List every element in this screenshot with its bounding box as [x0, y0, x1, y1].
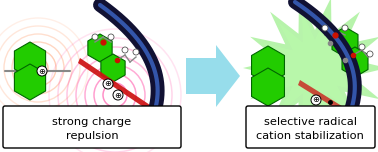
Circle shape: [113, 90, 123, 100]
Polygon shape: [78, 58, 150, 110]
Polygon shape: [186, 45, 240, 107]
Polygon shape: [243, 0, 378, 138]
Text: ⊕: ⊕: [313, 95, 319, 105]
Circle shape: [103, 79, 113, 89]
Circle shape: [108, 34, 114, 40]
Circle shape: [122, 47, 128, 53]
Polygon shape: [332, 27, 358, 57]
Polygon shape: [251, 68, 285, 106]
Polygon shape: [14, 64, 46, 100]
Text: ⊕: ⊕: [39, 67, 45, 76]
Text: repulsion: repulsion: [66, 131, 118, 141]
Circle shape: [367, 51, 373, 57]
Circle shape: [37, 66, 47, 76]
Circle shape: [311, 95, 321, 105]
Polygon shape: [14, 42, 46, 78]
Polygon shape: [88, 34, 112, 62]
Polygon shape: [257, 11, 373, 124]
Polygon shape: [342, 47, 368, 77]
Circle shape: [322, 25, 328, 31]
Text: ⊕: ⊕: [115, 90, 121, 100]
Circle shape: [92, 34, 98, 40]
Circle shape: [133, 49, 139, 55]
Text: ⊕: ⊕: [104, 79, 112, 88]
Polygon shape: [251, 46, 285, 84]
Circle shape: [342, 25, 348, 31]
Text: cation stabilization: cation stabilization: [256, 131, 364, 141]
Circle shape: [359, 44, 365, 50]
Text: selective radical: selective radical: [263, 117, 356, 127]
Polygon shape: [298, 80, 345, 113]
Polygon shape: [101, 54, 125, 82]
FancyBboxPatch shape: [246, 106, 375, 148]
Text: strong charge: strong charge: [53, 117, 132, 127]
FancyBboxPatch shape: [3, 106, 181, 148]
